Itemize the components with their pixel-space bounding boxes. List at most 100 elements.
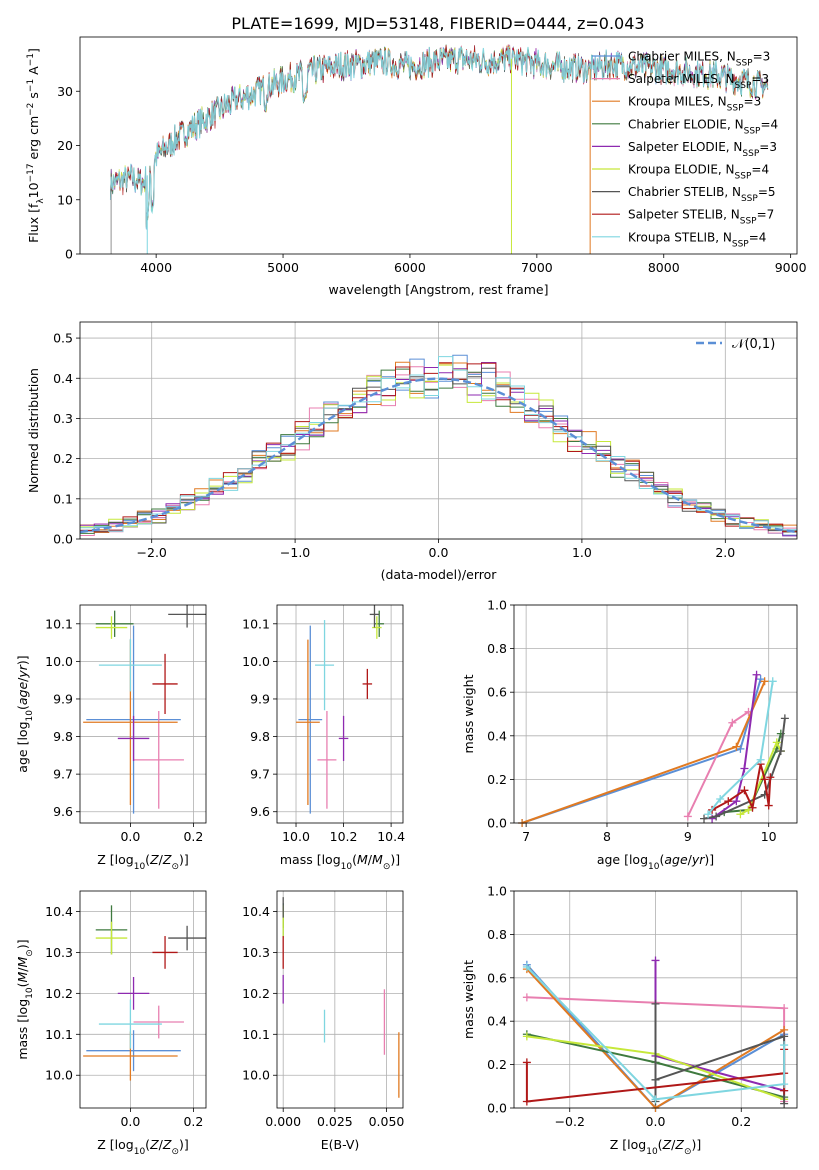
y-tick-label: 9.7: [250, 767, 270, 782]
data-point-marker: [700, 814, 709, 823]
series-kroupa-stelib: [522, 962, 789, 1104]
series-line: [526, 966, 786, 1101]
data-point-marker: [764, 801, 773, 810]
errorbar-salpeter-stelib: [362, 668, 373, 699]
y-tick-label: 0.0: [487, 816, 507, 831]
spectrum-line-kroupa-stelib: [109, 46, 769, 229]
panel-weight_vs_age: 7 8 9 10 0.0 0.2 0.4 0.6 0.8 1.0 age [log10(age/yr…: [461, 598, 798, 872]
data-point-marker: [780, 1032, 789, 1041]
data-point-marker: [744, 805, 753, 814]
x-tick-label: 8000: [648, 260, 680, 275]
data-point-marker: [732, 797, 741, 806]
axes-frame: [276, 604, 404, 824]
errorbar-kroupa-elodie: [95, 616, 128, 639]
y-tick-label: 0.4: [487, 1014, 507, 1029]
axes-frame: [79, 321, 798, 540]
x-tick-label: 7000: [521, 260, 553, 275]
panel-mass_vs_EBV: 0.000 0.025 0.050 10.0 10.1 10.2 10.3 10.4 E(B-V…: [242, 890, 404, 1152]
y-tick-label: 10.3: [45, 945, 73, 960]
data-point-marker: [768, 677, 777, 686]
data-point-marker: [651, 1075, 660, 1084]
legend-label: Chabrier ELODIE, NSSP=4: [628, 117, 778, 136]
data-point-marker: [736, 810, 745, 819]
figure-title: PLATE=1699, MJD=53148, FIBERID=0444, z=0…: [231, 14, 644, 33]
y-axis-label: age [log10(age/yr)]: [15, 655, 35, 772]
axes-frame: [276, 890, 404, 1109]
axes-frame: [79, 890, 207, 1109]
y-tick-label: 9.8: [53, 729, 73, 744]
x-tick-label: 0.0: [120, 1114, 140, 1129]
series-kroupa-stelib: [704, 677, 777, 819]
x-tick-label: 10: [761, 829, 777, 844]
data-point-marker: [728, 718, 737, 727]
y-tick-label: 10.1: [45, 1027, 73, 1042]
data-point-marker: [724, 797, 733, 806]
x-tick-label: 6000: [394, 260, 426, 275]
y-tick-label: 10.0: [242, 654, 270, 669]
data-point-marker: [760, 775, 769, 784]
data-point-marker: [651, 956, 660, 965]
axes-frame: [513, 604, 798, 824]
y-tick-label: 9.9: [53, 691, 73, 706]
errorbar-salpeter-stelib: [152, 936, 178, 969]
series-salpeter-elodie: [708, 670, 761, 823]
y-tick-label: 0.2: [53, 451, 73, 466]
y-axis-label: mass weight: [461, 674, 476, 753]
legend-label: Chabrier STELIB, NSSP=5: [628, 185, 776, 204]
y-tick-label: 0: [65, 247, 73, 262]
normal-curve: [79, 377, 798, 534]
x-tick-label: 10.0: [282, 829, 310, 844]
x-tick-label: 0.0: [646, 1114, 666, 1129]
y-tick-label: 10.3: [242, 945, 270, 960]
y-tick-label: 10.2: [242, 986, 270, 1001]
data-point-marker: [748, 803, 757, 812]
x-tick-label: 1.0: [572, 545, 592, 560]
series-salpeter-stelib: [708, 760, 775, 814]
data-point-marker: [651, 1095, 660, 1104]
errorbar-salpeter-miles: [317, 710, 337, 809]
data-point-marker: [752, 670, 761, 679]
x-tick-label: 0.2: [183, 1114, 203, 1129]
errorbar-chabrier-stelib: [168, 605, 206, 628]
data-point-marker: [522, 993, 531, 1002]
axes-frame: [79, 604, 207, 824]
legend-label: Kroupa STELIB, NSSP=4: [628, 230, 766, 249]
x-axis-label: E(B-V): [321, 1137, 360, 1152]
errorbar-salpeter-stelib: [152, 653, 178, 714]
errorbar-chabrier-stelib: [168, 925, 206, 951]
y-tick-label: 10.2: [45, 986, 73, 1001]
data-point-marker: [522, 1058, 531, 1067]
errorbar-chabrier-stelib: [369, 605, 380, 628]
legend-label: Salpeter ELODIE, NSSP=3: [628, 140, 777, 159]
legend-label: Salpeter STELIB, NSSP=7: [628, 208, 774, 227]
series-line: [707, 681, 774, 815]
data-point-marker: [522, 1097, 531, 1106]
errorbar-kroupa-stelib: [98, 999, 162, 1049]
errorbar-salpeter-miles: [133, 1005, 184, 1039]
panel-weight_vs_Z: −0.2 0.0 0.2 0.0 0.2 0.4 0.6 0.8 1.0 Z [log10(Z/Z…: [461, 884, 798, 1157]
data-point-marker: [740, 764, 749, 773]
errorbar-kroupa-stelib: [315, 620, 335, 711]
series-salpeter-miles: [683, 707, 753, 821]
axes-frame: [513, 890, 798, 1109]
errorbar-salpeter-elodie: [117, 976, 150, 1010]
data-point-marker: [776, 747, 785, 756]
x-axis-label: (data-model)/error: [381, 567, 498, 582]
y-axis-label: mass [log10(M/M⊙)]: [15, 939, 35, 1059]
data-point-marker: [780, 1041, 789, 1050]
errorbar-salpeter-miles: [133, 710, 184, 809]
data-point-marker: [760, 677, 769, 686]
data-point-marker: [780, 714, 789, 723]
x-axis-label: mass [log10(M/M⊙)]: [280, 852, 400, 872]
y-tick-label: 0.6: [487, 970, 507, 985]
data-point-marker: [704, 810, 713, 819]
x-tick-label: 0.0: [120, 829, 140, 844]
series-line: [739, 739, 782, 816]
y-tick-label: 10.4: [45, 904, 73, 919]
y-tick-label: 10: [57, 192, 73, 207]
y-axis-label: mass weight: [461, 960, 476, 1039]
y-tick-label: 0.4: [487, 728, 507, 743]
x-tick-label: 9: [684, 829, 692, 844]
legend-label: Kroupa MILES, NSSP=3: [628, 95, 761, 114]
y-tick-label: 20: [57, 138, 73, 153]
